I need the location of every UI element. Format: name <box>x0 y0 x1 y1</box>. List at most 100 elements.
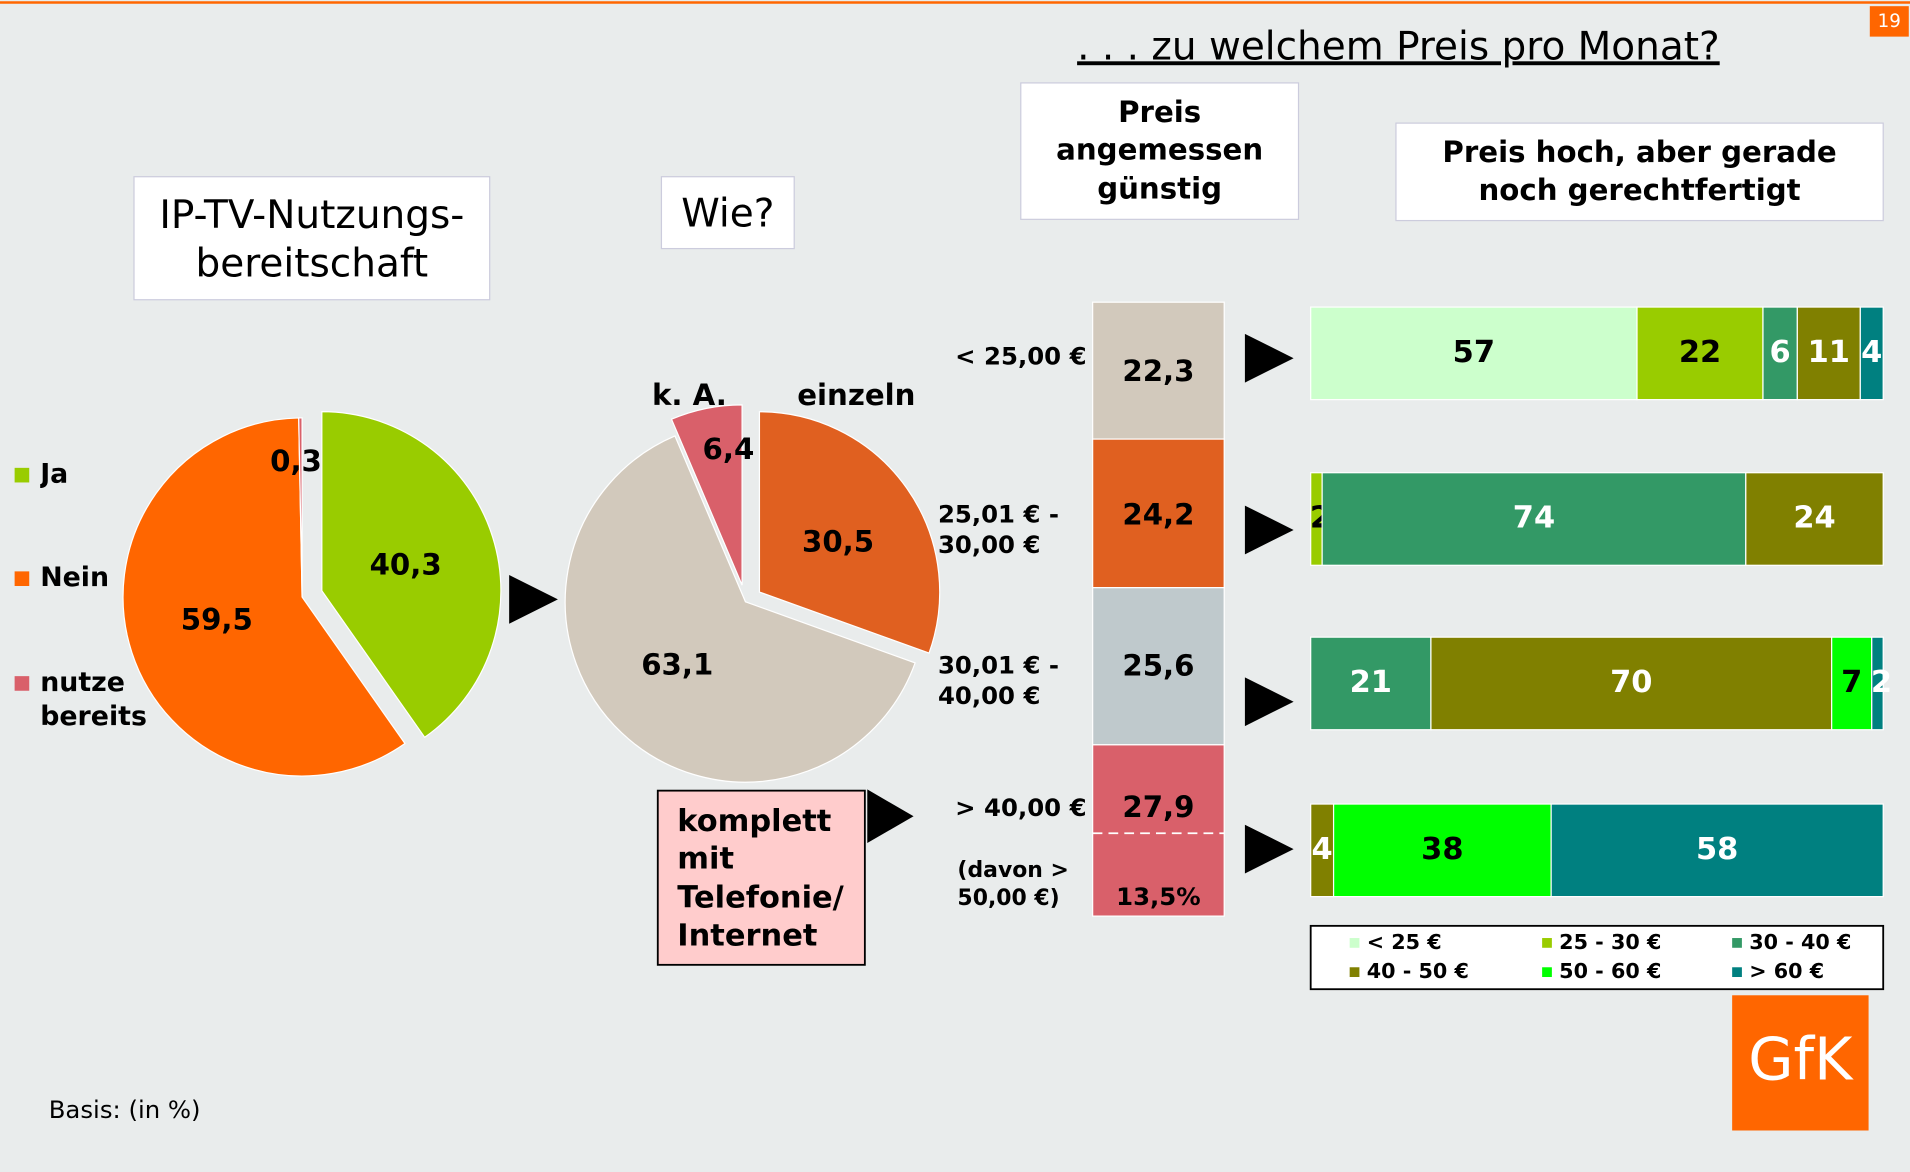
bar-segment <box>1859 306 1884 401</box>
pie-slice <box>758 411 941 654</box>
data-label: 58 <box>1696 832 1738 867</box>
page-number: 19 <box>1878 11 1901 32</box>
chart-title: IP-TV-Nutzungs- bereitschaft <box>159 190 465 286</box>
data-label: 11 <box>1808 335 1850 370</box>
category-label-frame: 25,01 € - 30,00 € <box>937 499 1060 560</box>
data-label: 59,5 <box>181 602 253 636</box>
data-label: 70 <box>1610 665 1652 700</box>
bar-segment <box>1762 306 1798 401</box>
category-label: < 25,00 € <box>955 341 1087 371</box>
annotation-value: 13,5% <box>1116 882 1201 911</box>
category-label-frame: < 25,00 € <box>955 341 1087 371</box>
category-box <box>656 789 866 966</box>
legend-label: 30 - 40 € <box>1749 930 1851 954</box>
legend-swatch <box>1349 967 1360 978</box>
column-segment <box>1092 744 1225 917</box>
legend-label: > 60 € <box>1749 959 1824 983</box>
data-label: 4 <box>1312 832 1333 867</box>
legend-label: 40 - 50 € <box>1367 959 1469 983</box>
legend-label-frame: Nein <box>40 562 110 594</box>
bar-segment <box>1745 472 1884 566</box>
category-label: k. A. <box>652 378 727 412</box>
pie-slice <box>670 404 743 586</box>
data-label: 63,1 <box>641 647 713 681</box>
data-label: 27,9 <box>1122 790 1194 824</box>
page-number-box <box>1869 6 1909 37</box>
legend-label: < 25 € <box>1367 930 1442 954</box>
data-label: 24,2 <box>1122 498 1194 532</box>
legend-label-frame: Ja <box>40 459 69 490</box>
arrow <box>1244 824 1294 874</box>
legend-swatch <box>14 467 30 483</box>
arrow <box>1244 677 1294 727</box>
footnote: Basis: (in %) <box>49 1095 201 1124</box>
bar-segment <box>1871 636 1884 731</box>
category-label-frame: komplett mit Telefonie/ Internet <box>677 803 844 953</box>
category-label-frame: > 40,00 € <box>955 793 1087 823</box>
data-label: 57 <box>1453 335 1495 370</box>
chart-title: Preis angemessen günstig <box>1056 95 1264 206</box>
column-segment <box>1092 587 1225 746</box>
chart-title: Preis hoch, aber gerade noch gerechtfert… <box>1442 135 1837 208</box>
logo-box <box>1732 995 1869 1131</box>
chart-title-frame: Wie? <box>681 189 775 236</box>
column-segment <box>1092 438 1225 589</box>
legend-label: Nein <box>40 562 110 594</box>
arrow <box>1244 505 1294 555</box>
pie-slice <box>564 435 916 783</box>
data-label: 21 <box>1350 665 1392 700</box>
data-label: 2 <box>1871 665 1892 700</box>
title-box <box>133 176 491 301</box>
pie-slice <box>298 417 303 597</box>
bar-segment <box>1321 472 1747 566</box>
legend-swatch <box>14 676 30 691</box>
legend-label: 25 - 30 € <box>1559 930 1661 954</box>
bar-segment <box>1636 306 1764 401</box>
bar-segment <box>1831 636 1873 731</box>
legend-swatch <box>1542 967 1552 978</box>
chart-title-frame: IP-TV-Nutzungs- bereitschaft <box>159 190 465 286</box>
legend-swatch <box>14 571 30 586</box>
data-label: 24 <box>1793 501 1835 536</box>
chart-title: Wie? <box>681 189 775 236</box>
category-label-frame: 30,01 € - 40,00 € <box>938 651 1059 711</box>
data-label: 7 <box>1841 665 1862 700</box>
bar-segment <box>1310 306 1638 401</box>
data-label: 25,6 <box>1122 649 1194 683</box>
data-label: 38 <box>1421 832 1463 867</box>
chart-title-frame: Preis angemessen günstig <box>1056 95 1264 206</box>
legend-label: 50 - 60 € <box>1559 959 1661 983</box>
title-box <box>1020 82 1300 220</box>
data-label: 4 <box>1861 335 1882 370</box>
bar-segment <box>1550 803 1884 898</box>
data-label: 74 <box>1513 501 1555 536</box>
data-label: 6 <box>1770 335 1791 370</box>
logo: GfK <box>1748 1026 1854 1094</box>
category-label: 25,01 € - 30,00 € <box>937 499 1060 560</box>
legend-swatch <box>1542 938 1552 948</box>
legend-label: nutze bereits <box>40 667 147 732</box>
annotation-label-frame: (davon > 50,00 €) <box>957 857 1069 911</box>
arrow <box>1244 333 1294 383</box>
legend-swatch <box>1732 938 1742 948</box>
legend-label: Ja <box>40 459 69 490</box>
category-label: einzeln <box>797 378 915 412</box>
data-label: 22 <box>1679 335 1721 370</box>
arrow <box>867 789 914 844</box>
arrow <box>509 575 558 624</box>
legend-label-frame: nutze bereits <box>40 667 147 732</box>
legend-box <box>1309 924 1885 991</box>
heading: . . . zu welchem Preis pro Monat? <box>1077 24 1720 69</box>
data-label: 40,3 <box>370 548 442 582</box>
legend-swatch <box>1349 938 1360 948</box>
annotation-label: (davon > 50,00 €) <box>957 857 1069 911</box>
data-label: 30,5 <box>802 524 874 558</box>
legend-swatch <box>1732 967 1742 978</box>
category-label: > 40,00 € <box>955 793 1087 823</box>
data-label: 0,3 <box>270 444 322 478</box>
bar-segment <box>1430 636 1833 731</box>
data-label: 22,3 <box>1122 354 1194 388</box>
bar-segment <box>1332 803 1552 898</box>
